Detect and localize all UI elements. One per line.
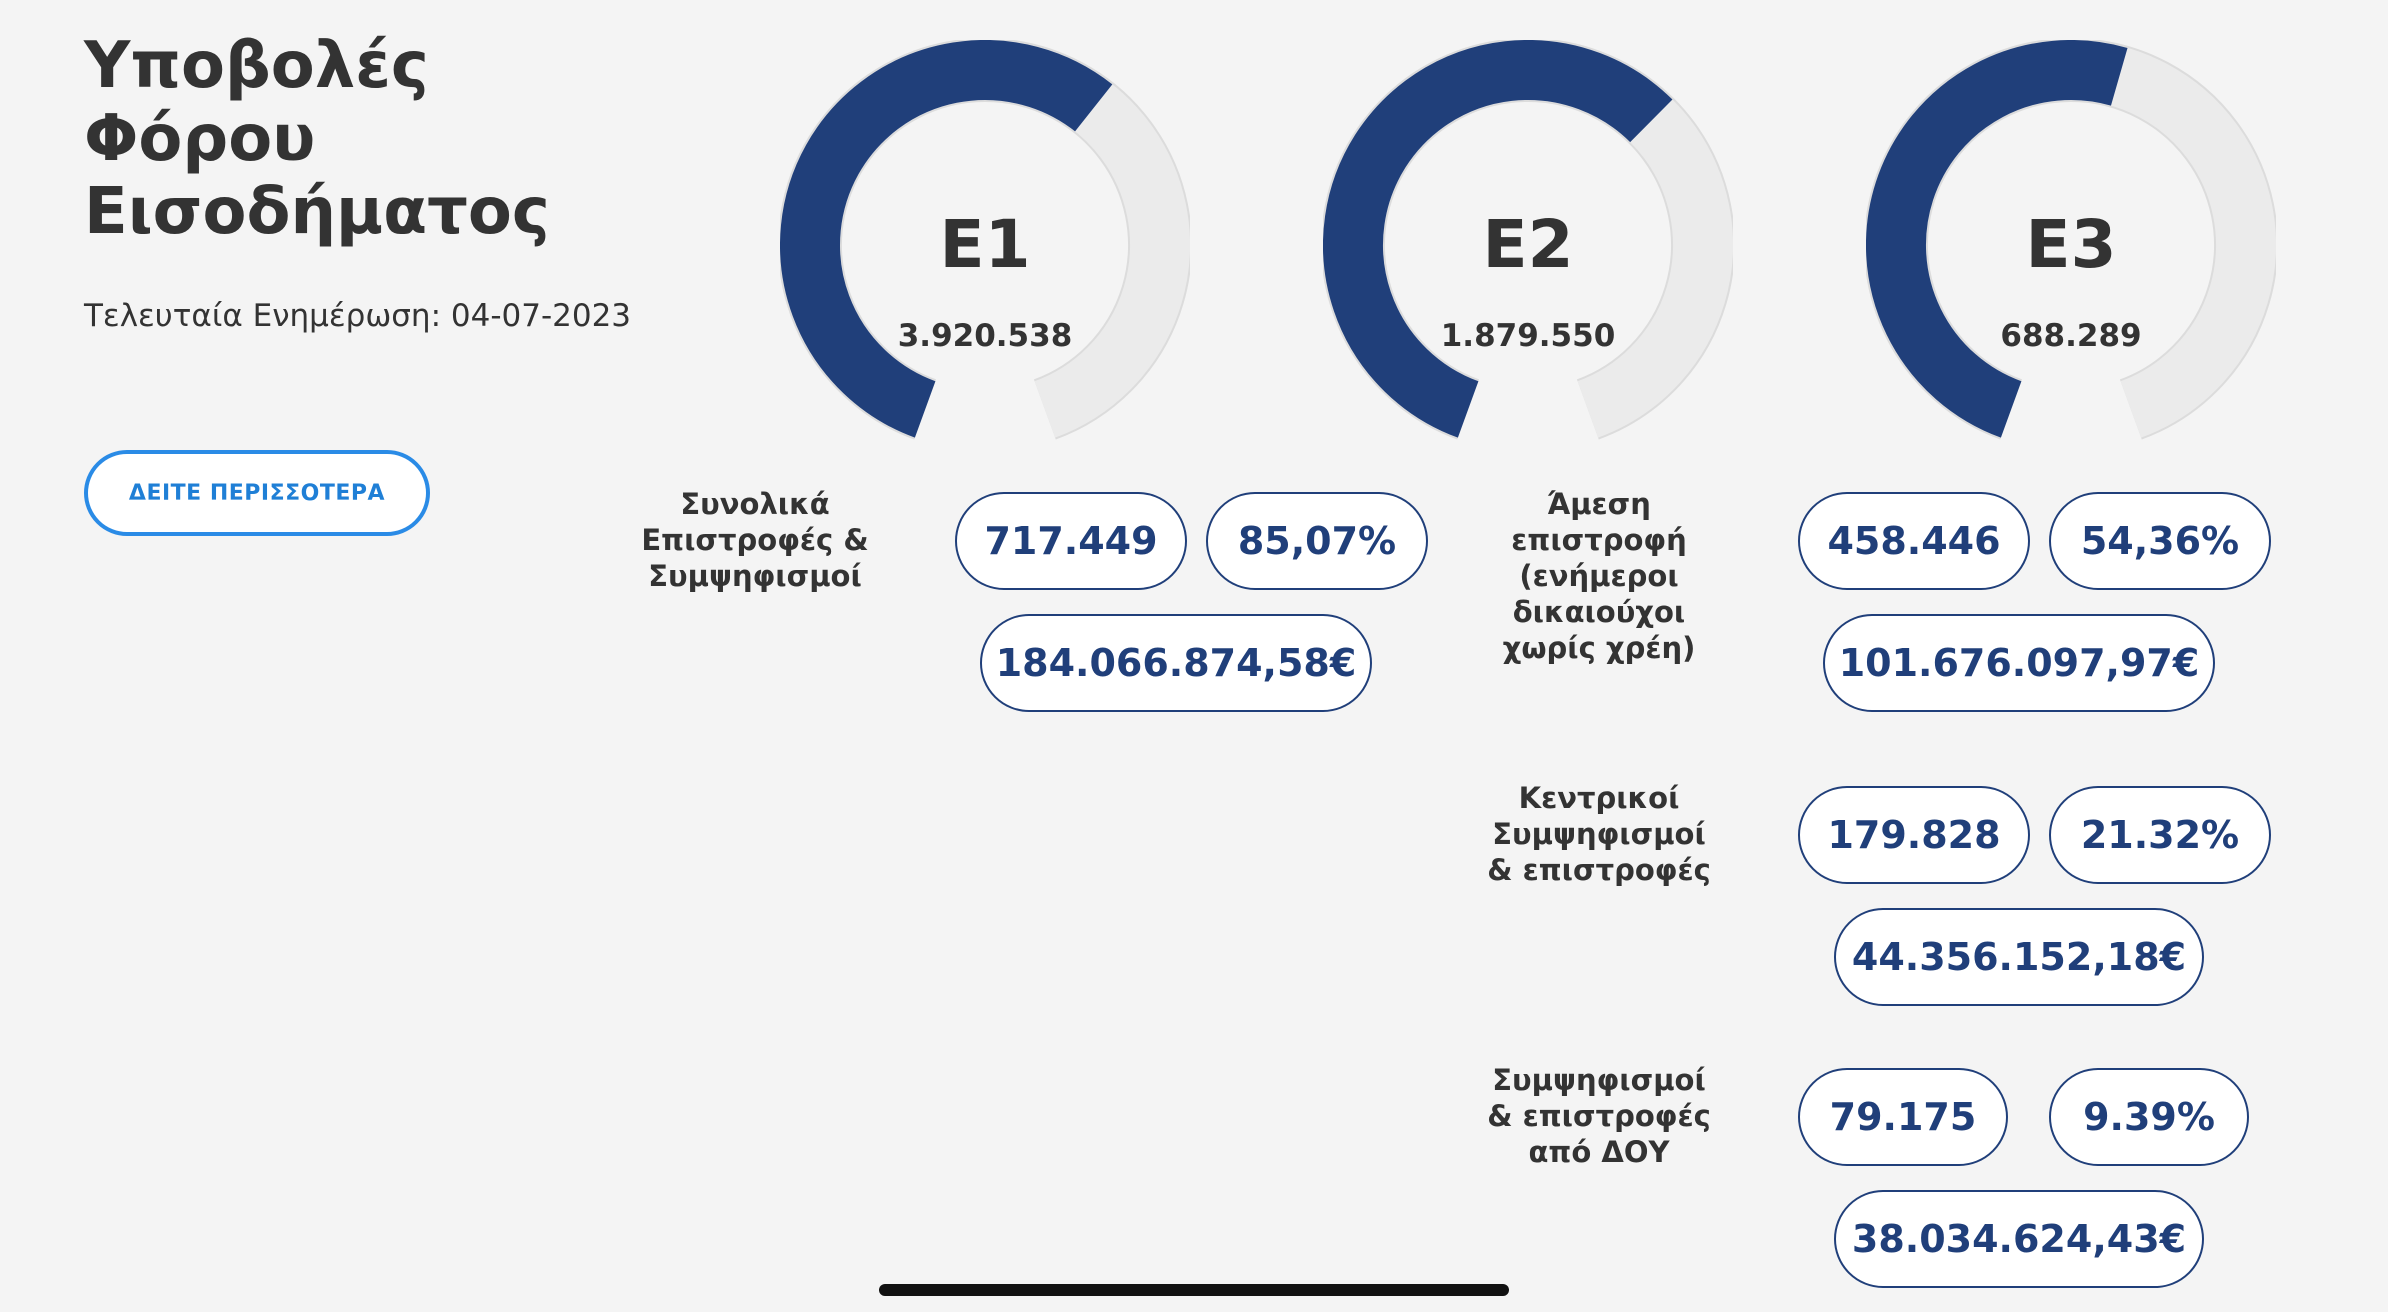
see-more-button[interactable]: ΔΕΙΤΕ ΠΕΡΙΣΣΟΤΕΡΑ bbox=[84, 450, 430, 536]
home-indicator bbox=[879, 1284, 1509, 1296]
gauge-e3: E3 688.289 bbox=[1866, 40, 2276, 450]
gauge-e2-count: 1.879.550 bbox=[1440, 318, 1616, 354]
e3-doy-offsets-label: Συμψηφισμοί & επιστροφές από ΔΟΥ bbox=[1487, 1063, 1711, 1169]
gauge-e1-ring bbox=[780, 40, 1190, 440]
e3-central-offsets-percent-pill: 21.32% bbox=[2049, 786, 2271, 884]
e3-doy-offsets-count-pill: 79.175 bbox=[1798, 1068, 2008, 1166]
gauge-e2-label: E2 bbox=[1482, 206, 1574, 283]
e3-doy-offsets-amount-pill: 38.034.624,43€ bbox=[1834, 1190, 2204, 1288]
gauge-fill bbox=[780, 40, 1113, 438]
e1-total-count-pill: 717.449 bbox=[955, 492, 1187, 590]
gauge-fill bbox=[1866, 40, 2128, 438]
e3-central-offsets-label: Κεντρικοί Συμψηφισμοί & επιστροφές bbox=[1487, 781, 1711, 887]
e3-doy-offsets-percent-pill: 9.39% bbox=[2049, 1068, 2249, 1166]
e3-direct-refund-amount-pill: 101.676.097,97€ bbox=[1823, 614, 2215, 712]
e3-direct-refund-count-pill: 458.446 bbox=[1798, 492, 2030, 590]
e1-total-label: Συνολικά Επιστροφές & Συμψηφισμοί bbox=[641, 487, 869, 593]
page-title: Υποβολές Φόρου Εισοδήματος bbox=[84, 29, 550, 249]
gauge-e1: E1 3.920.538 bbox=[780, 40, 1190, 450]
e3-central-offsets-count-pill: 179.828 bbox=[1798, 786, 2030, 884]
last-update-text: Τελευταία Ενημέρωση: 04-07-2023 bbox=[84, 298, 632, 334]
gauge-e3-count: 688.289 bbox=[2000, 318, 2142, 354]
gauge-fill bbox=[1323, 40, 1673, 438]
e3-direct-refund-label: Άμεση επιστροφή (ενήμεροι δικαιούχοι χωρ… bbox=[1502, 487, 1696, 665]
gauge-e2: E2 1.879.550 bbox=[1323, 40, 1733, 450]
gauge-e1-label: E1 bbox=[939, 206, 1031, 283]
e3-direct-refund-percent-pill: 54,36% bbox=[2049, 492, 2271, 590]
e1-total-percent-pill: 85,07% bbox=[1206, 492, 1428, 590]
gauge-e2-ring bbox=[1323, 40, 1733, 440]
gauge-e3-ring bbox=[1866, 40, 2276, 440]
e1-total-amount-pill: 184.066.874,58€ bbox=[980, 614, 1372, 712]
gauge-e3-label: E3 bbox=[2025, 206, 2117, 283]
e3-central-offsets-amount-pill: 44.356.152,18€ bbox=[1834, 908, 2204, 1006]
gauge-e1-count: 3.920.538 bbox=[897, 318, 1073, 354]
